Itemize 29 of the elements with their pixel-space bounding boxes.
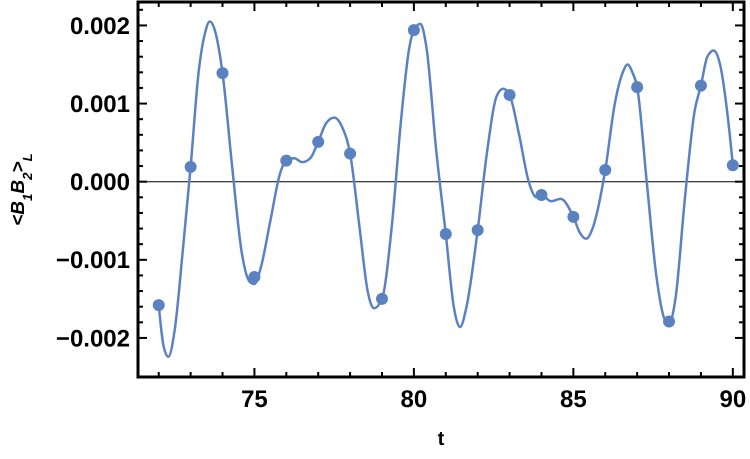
point	[152, 299, 165, 312]
point	[280, 154, 292, 167]
y-tick-label: 0.001	[70, 90, 130, 118]
point	[567, 210, 580, 223]
x-tick-label: 80	[400, 386, 428, 413]
y-tick-label: 0.000	[70, 169, 130, 196]
point	[535, 188, 548, 201]
point	[631, 81, 644, 94]
point	[599, 164, 612, 176]
point	[472, 224, 484, 236]
point	[694, 80, 707, 92]
point	[216, 67, 229, 80]
point	[726, 159, 739, 172]
x-axis-title: t	[438, 428, 445, 450]
x-tick-label: 90	[719, 386, 746, 413]
point	[184, 160, 197, 173]
x-tick-label: 75	[241, 386, 268, 413]
point	[312, 136, 324, 148]
point	[663, 316, 676, 328]
y-tick-label: −0.001	[56, 247, 130, 274]
point	[408, 24, 420, 36]
point	[504, 88, 516, 101]
point	[376, 292, 388, 305]
x-tick-label: 85	[560, 386, 587, 413]
y-tick-label: 0.002	[70, 12, 130, 40]
point	[344, 148, 356, 160]
point	[248, 271, 260, 283]
y-tick-label: −0.002	[56, 325, 130, 352]
point	[440, 228, 452, 240]
